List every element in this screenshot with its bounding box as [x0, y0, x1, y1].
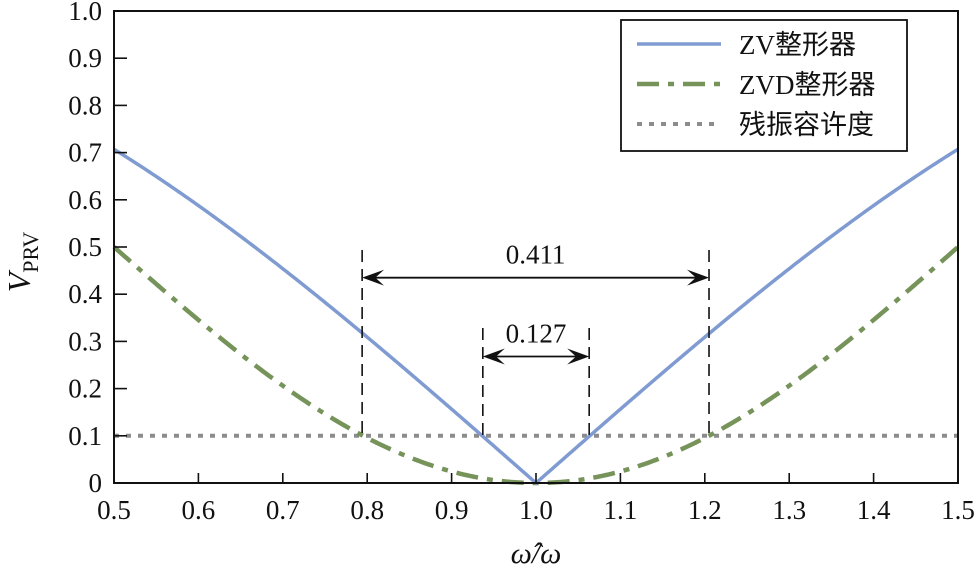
y-tick-label: 0.8: [68, 90, 102, 120]
arrowhead-icon: [687, 269, 710, 286]
arrowhead-icon: [567, 348, 590, 365]
annotations: 0.411 0.127: [361, 240, 710, 436]
x-tick-label: 1.3: [772, 495, 806, 525]
legend-label: 残振容许度: [739, 110, 874, 140]
y-tick-label: 0.7: [68, 138, 102, 168]
legend-label: ZVD整形器: [739, 70, 876, 100]
y-tick-label: 0.3: [68, 326, 102, 356]
arrowhead-icon: [362, 269, 385, 286]
x-tick-label: 0.6: [182, 495, 216, 525]
x-tick-label: 0.5: [97, 495, 131, 525]
x-axis-label: ω̂/ω: [511, 537, 562, 570]
x-tick-label: 1.5: [941, 495, 975, 525]
y-tick-label: 0.2: [68, 374, 102, 404]
x-tick-label: 0.9: [435, 495, 469, 525]
svg-text:VPRV: VPRV: [1, 232, 43, 293]
x-tick-label: 0.8: [350, 495, 384, 525]
y-tick-label: 0.1: [68, 421, 102, 451]
series-zv-line: [113, 147, 959, 486]
series-zvd-line: [112, 245, 960, 486]
y-tick-label: 0.4: [68, 279, 102, 309]
y-tick-label: 0: [89, 468, 103, 498]
axes: 0.5 0.6 0.7 0.8 0.9 1.0 1.1 1.2 1.3 1.4 1.5 0 0.1 0.2…: [68, 0, 975, 525]
x-tick-label: 1.2: [688, 495, 722, 525]
dimension-label: 0.411: [506, 240, 566, 270]
y-tick-label: 0.5: [68, 232, 102, 262]
y-tick-label: 0.9: [68, 43, 102, 73]
x-tick-label: 1.1: [604, 495, 638, 525]
dimension-label: 0.127: [506, 319, 567, 349]
arrowhead-icon: [482, 348, 505, 365]
x-tick-label: 0.7: [266, 495, 300, 525]
x-tick-label: 1.0: [519, 495, 553, 525]
plot-area: [112, 147, 960, 486]
y-tick-label: 1.0: [68, 0, 102, 26]
x-tick-label: 1.4: [857, 495, 891, 525]
y-axis-label: VPRV: [1, 232, 43, 293]
y-tick-label: 0.6: [68, 185, 102, 215]
legend-label: ZV整形器: [739, 30, 856, 60]
